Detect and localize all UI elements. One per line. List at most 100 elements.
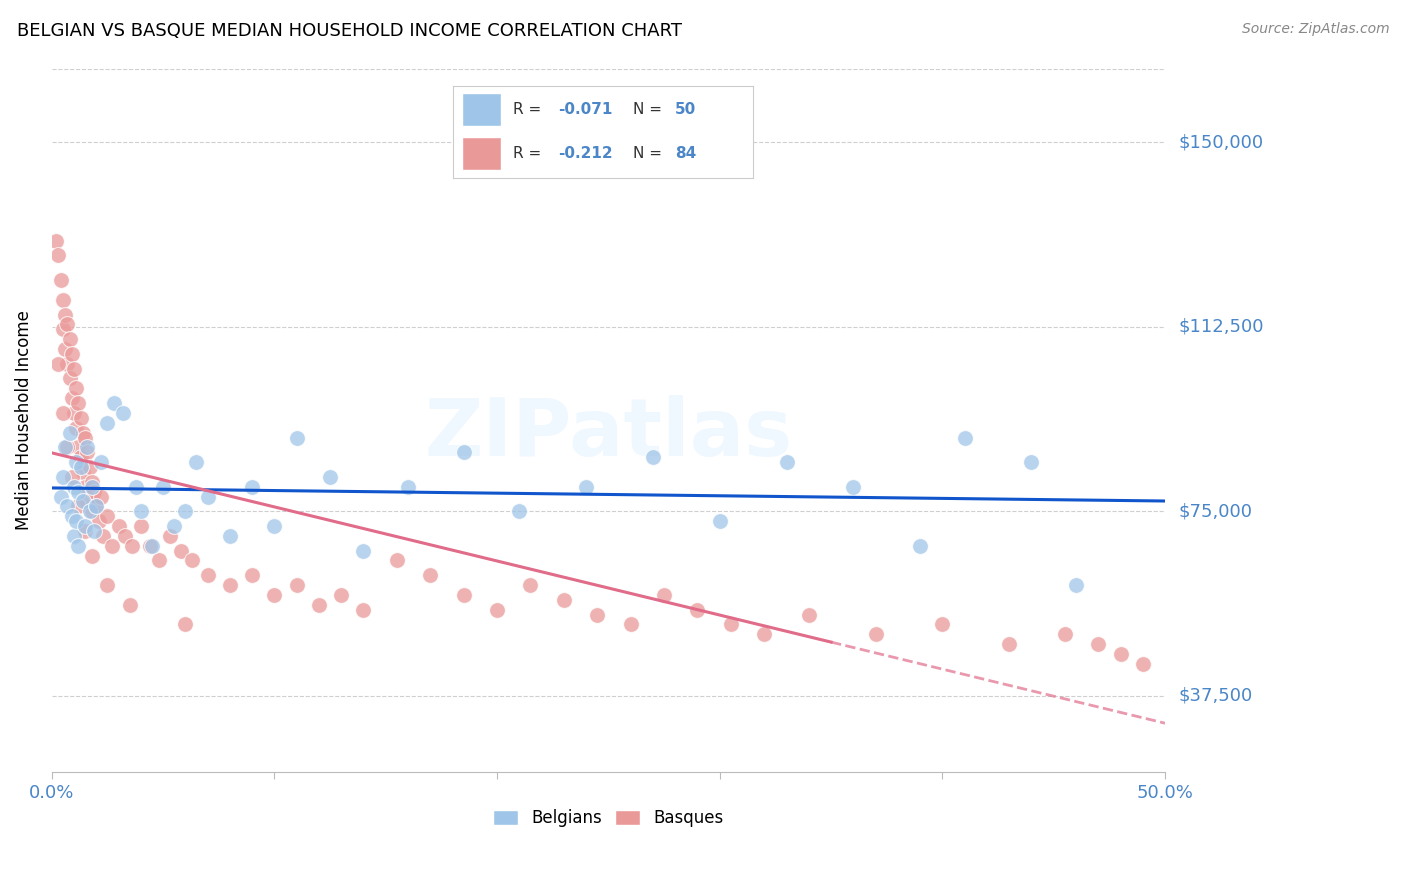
Point (519, 578, 541, 592)
Text: $75,000: $75,000 (1180, 502, 1253, 520)
Point (56, 357, 79, 371)
Point (111, 406, 134, 420)
Point (52, 322, 75, 336)
Point (75, 430, 97, 444)
Point (308, 598, 330, 612)
Point (84, 500, 107, 514)
Point (1109, 647, 1132, 661)
Text: ZIPatlas: ZIPatlas (425, 395, 793, 474)
Point (76, 445, 98, 459)
Point (75, 480, 97, 494)
Point (453, 588, 475, 602)
Point (58, 425, 80, 440)
Point (65, 381, 87, 395)
Point (486, 603, 509, 617)
Point (953, 430, 976, 444)
Point (83, 484, 105, 499)
Point (141, 539, 163, 553)
Point (263, 588, 285, 602)
Point (69, 450, 91, 465)
Point (641, 450, 664, 465)
Point (620, 617, 643, 632)
Point (75, 519, 97, 533)
Point (49, 273, 72, 287)
Point (775, 455, 797, 469)
Point (159, 529, 181, 543)
Point (1021, 455, 1043, 469)
Point (87, 514, 110, 528)
Point (181, 553, 204, 567)
Point (48, 357, 70, 371)
Point (586, 607, 609, 622)
Point (60, 391, 83, 405)
Point (240, 480, 263, 494)
Point (90, 490, 112, 504)
Point (53, 308, 76, 322)
Point (96, 578, 118, 592)
Point (60, 470, 83, 484)
Point (931, 617, 953, 632)
Point (174, 504, 197, 518)
Point (453, 445, 475, 459)
Point (575, 480, 598, 494)
Point (163, 519, 186, 533)
Point (138, 539, 160, 553)
Point (174, 617, 197, 632)
Point (84, 500, 107, 514)
Point (67, 441, 90, 455)
Point (96, 509, 118, 524)
Point (52, 293, 75, 307)
Point (60, 509, 83, 524)
Point (197, 568, 219, 582)
Point (1087, 637, 1109, 651)
Point (83, 524, 105, 538)
Point (219, 578, 242, 592)
Point (330, 588, 353, 602)
Point (56, 441, 79, 455)
Point (129, 519, 152, 533)
Point (67, 396, 90, 410)
Point (186, 455, 208, 469)
Point (720, 617, 742, 632)
Point (52, 470, 75, 484)
Point (219, 529, 242, 543)
Point (865, 627, 887, 641)
Point (686, 603, 709, 617)
Point (72, 425, 94, 440)
Y-axis label: Median Household Income: Median Household Income (15, 310, 32, 530)
Point (121, 539, 143, 553)
Point (553, 592, 575, 607)
Point (80, 549, 103, 563)
Point (96, 416, 118, 430)
Point (79, 504, 101, 518)
Point (48, 248, 70, 262)
Text: $112,500: $112,500 (1180, 318, 1264, 335)
Text: BELGIAN VS BASQUE MEDIAN HOUSEHOLD INCOME CORRELATION CHART: BELGIAN VS BASQUE MEDIAN HOUSEHOLD INCOM… (17, 22, 682, 40)
Point (114, 529, 136, 543)
Point (67, 484, 90, 499)
Point (45, 234, 67, 248)
Point (72, 494, 94, 508)
Point (1132, 657, 1154, 671)
Point (67, 539, 90, 553)
Point (285, 430, 308, 444)
Point (53, 342, 76, 356)
Point (101, 539, 124, 553)
Point (385, 553, 408, 567)
Point (56, 500, 79, 514)
Point (148, 553, 170, 567)
Point (396, 480, 419, 494)
Text: $37,500: $37,500 (1180, 687, 1253, 705)
Point (353, 603, 375, 617)
Point (319, 470, 342, 484)
Point (80, 504, 103, 518)
Point (197, 490, 219, 504)
Point (80, 480, 103, 494)
Point (652, 588, 675, 602)
Point (79, 460, 101, 475)
Point (240, 568, 263, 582)
Point (58, 332, 80, 346)
Point (103, 396, 125, 410)
Point (63, 361, 86, 376)
Point (76, 494, 98, 508)
